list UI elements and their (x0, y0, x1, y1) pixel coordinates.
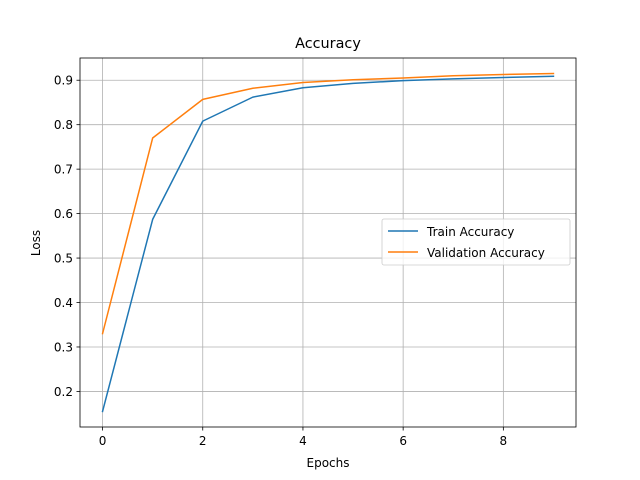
x-axis-label: Epochs (307, 456, 350, 470)
legend-label-train-accuracy: Train Accuracy (426, 225, 514, 239)
series-lines (101, 72, 555, 413)
x-tick-label: 2 (199, 434, 207, 448)
y-tick-label: 0.8 (54, 118, 73, 132)
y-tick-label: 0.4 (54, 296, 73, 310)
y-tick-label: 0.5 (54, 252, 73, 266)
y-axis-label: Loss (29, 230, 43, 256)
x-tick-label: 6 (399, 434, 407, 448)
y-tick-label: 0.3 (54, 340, 73, 354)
x-axis-ticks: 0 2 4 6 8 (99, 427, 507, 448)
legend-label-validation-accuracy: Validation Accuracy (427, 246, 545, 260)
x-tick-label: 8 (500, 434, 508, 448)
plot-area-frame (79, 57, 577, 428)
y-tick-label: 0.7 (54, 163, 73, 177)
legend-box (381, 218, 571, 266)
x-tick-label: 0 (99, 434, 107, 448)
y-tick-label: 0.9 (54, 74, 73, 88)
y-tick-label: 0.2 (54, 385, 73, 399)
series-line-validation-accuracy (101, 72, 555, 335)
series-line-train-accuracy (101, 75, 555, 413)
y-tick-label: 0.6 (54, 207, 73, 221)
x-tick-label: 4 (299, 434, 307, 448)
y-axis-ticks: 0.2 0.3 0.4 0.5 0.6 0.7 0.8 0.9 (54, 74, 80, 399)
chart-title: Accuracy (295, 36, 361, 52)
legend: Train Accuracy Validation Accuracy (381, 218, 571, 266)
